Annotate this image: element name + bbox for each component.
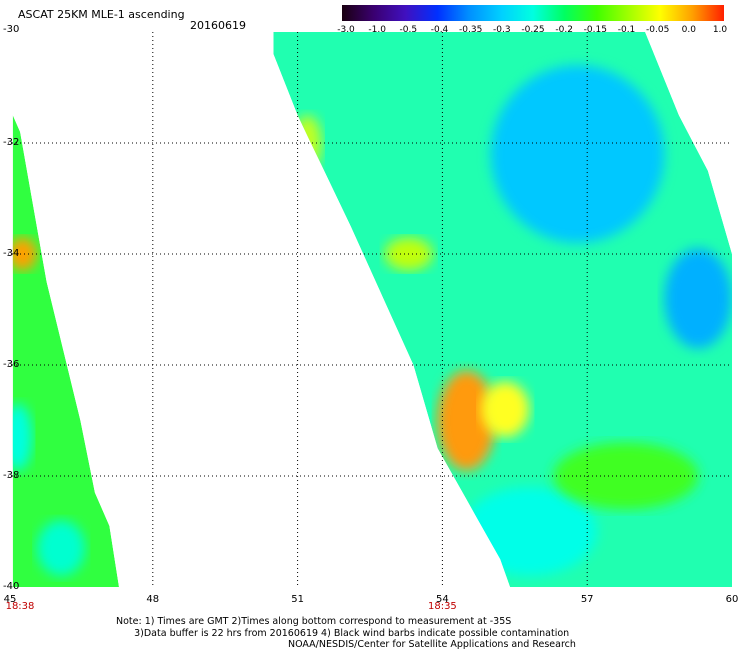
colorbar-tick-label: 1.0 [712,25,728,35]
colorbar-tick-label: -3.0 [337,25,355,35]
anomaly-patch [437,370,496,471]
right-swath [273,32,732,587]
lon-tick-label: 45 [3,594,17,605]
anomaly-patch [481,381,530,438]
gridlines [8,32,732,587]
lat-tick-label: -40 [3,581,20,592]
anomaly-patch [664,248,732,349]
lat-tick-label: -38 [3,470,20,481]
lon-tick-label: 54 [436,594,449,605]
lon-tick-label: 48 [146,594,160,605]
colorbar-tick-label: -0.4 [430,25,449,35]
anomaly-patch [12,237,37,271]
anomaly-patch [12,403,33,471]
lat-tick-label: -34 [3,248,20,259]
anomaly-patch [36,520,86,576]
lon-tick-label: 51 [291,594,304,605]
colorbar-tick-label: -0.35 [459,25,483,35]
map-title: ASCAT 25KM MLE-1 ascending [18,8,185,21]
swath-time-label: 18:35 [427,601,457,612]
footer-note: Note: 1) Times are GMT 2)Times along bot… [116,616,570,639]
colorbar-gradient [342,5,724,21]
colorbar-tick-label: 0.0 [681,25,696,35]
anomaly-patch [490,65,665,243]
lat-tick-label: -32 [3,137,20,148]
colorbar-tick-label: -0.2 [555,25,573,35]
lon-tick-label: 57 [580,594,594,605]
left-swath [12,115,119,588]
swath-time-label: 18:38 [5,601,35,612]
lat-tick-label: -36 [3,359,20,370]
anomaly-patch [553,442,699,510]
colorbar-tick-label: -0.25 [521,25,545,35]
colorbar-tick-label: -0.15 [583,25,607,35]
lon-tick-label: 60 [725,594,739,605]
anomaly-patch [292,115,322,171]
colorbar-tick-label: -0.1 [617,25,636,35]
swath-layer [12,32,732,588]
colorbar-tick-label: -0.5 [399,25,418,35]
lat-tick-label: -30 [3,24,20,35]
colorbar-tick-label: -1.0 [368,25,386,35]
colorbar-tick-label: -0.05 [646,25,670,35]
colorbar [342,5,724,21]
footer-credit: NOAA/NESDIS/Center for Satellite Applica… [288,639,576,650]
colorbar-tick-label: -0.3 [493,25,511,35]
map-date: 20160619 [190,19,246,32]
